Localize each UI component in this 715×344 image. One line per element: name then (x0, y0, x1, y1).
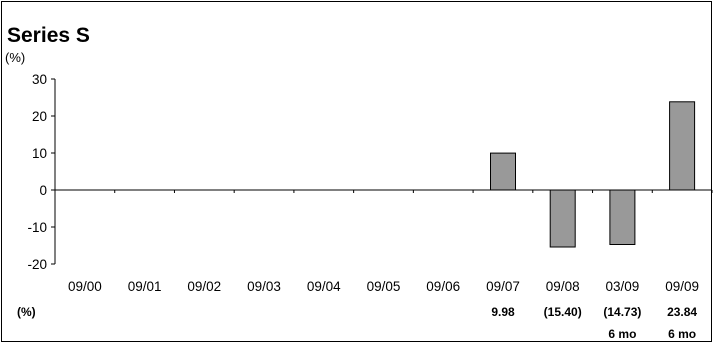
data-label: (15.40) (544, 305, 582, 319)
x-tick-label: 09/09 (665, 279, 699, 294)
y-tick-label: -10 (27, 220, 47, 235)
y-tick-label: -20 (27, 257, 47, 272)
bar (490, 152, 516, 191)
y-tick-label: 30 (32, 72, 47, 87)
axes (51, 78, 713, 265)
tick-labels: 30 20 10 0 -10 -20 09/00 09/01 09/02 09/03 09/04 09… (27, 72, 699, 341)
bars (490, 101, 696, 248)
table-row-label: (%) (17, 305, 36, 319)
bar (669, 101, 696, 191)
data-label: 23.84 (667, 305, 697, 319)
period-label: 6 mo (668, 327, 696, 341)
x-tick-label: 09/05 (367, 279, 401, 294)
y-tick-label: 10 (32, 146, 47, 161)
chart-title: Series S (7, 24, 90, 47)
x-tick-label: 09/03 (247, 279, 281, 294)
bar (609, 189, 636, 245)
x-tick-label: 09/01 (128, 279, 162, 294)
y-tick-label: 0 (39, 183, 47, 198)
x-tick-label: 09/02 (187, 279, 221, 294)
bar (549, 189, 576, 248)
x-tick-label: 09/04 (307, 279, 341, 294)
x-tick-label: 03/09 (606, 279, 640, 294)
y-axis-unit: (%) (5, 50, 25, 65)
x-tick-label: 09/00 (68, 279, 102, 294)
data-label: (14.73) (603, 305, 641, 319)
x-tick-label: 09/08 (546, 279, 580, 294)
x-tick-label: 09/07 (486, 279, 520, 294)
period-label: 6 mo (608, 327, 636, 341)
data-label: 9.98 (491, 305, 515, 319)
y-tick-label: 20 (32, 109, 47, 124)
x-tick-label: 09/06 (426, 279, 460, 294)
